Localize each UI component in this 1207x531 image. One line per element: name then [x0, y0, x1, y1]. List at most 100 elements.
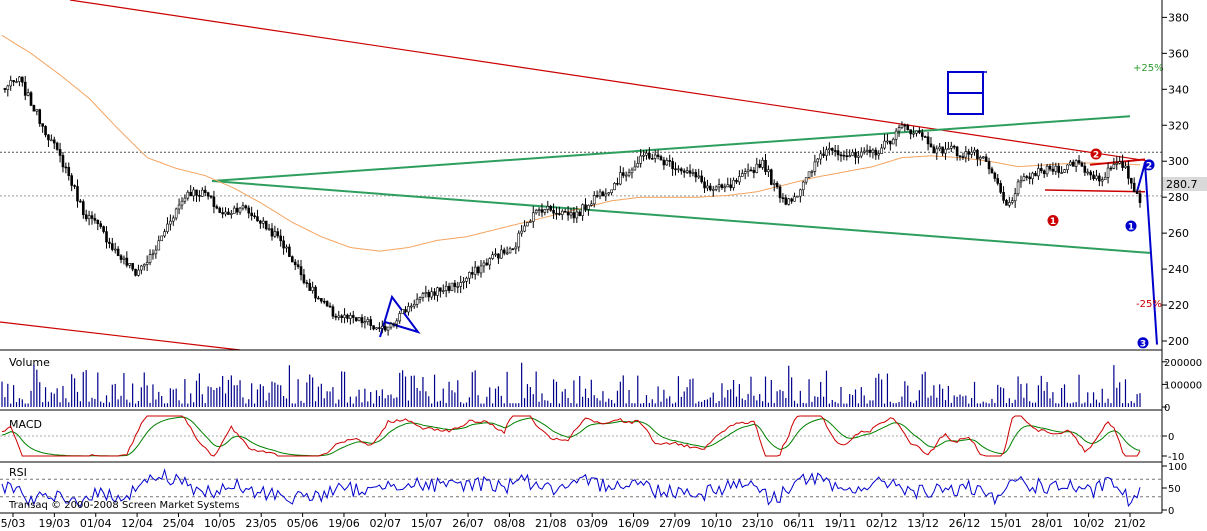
- price-candle-body: [235, 207, 239, 213]
- price-candle-body: [796, 195, 799, 198]
- price-candle-body: [537, 209, 541, 211]
- rsi-title: RSI: [9, 466, 27, 479]
- price-candle-body: [595, 195, 599, 197]
- price-candle-body: [1083, 165, 1087, 173]
- price-candle-body: [993, 172, 997, 179]
- price-candle-body: [99, 223, 103, 227]
- macd-title: MACD: [9, 418, 42, 431]
- price-candle-body: [180, 200, 184, 206]
- price-candle-body: [540, 209, 544, 213]
- price-candle-body: [500, 249, 503, 259]
- price-candle-body: [253, 215, 256, 218]
- price-candle-body: [279, 235, 282, 242]
- price-candle-body: [447, 285, 451, 291]
- price-candle-body: [990, 168, 994, 174]
- price-candle-body: [70, 175, 73, 186]
- price-candle-body: [1019, 180, 1023, 183]
- price-candle-body: [671, 161, 674, 170]
- wave-marker-dot: [1125, 220, 1137, 232]
- price-candle-body: [1039, 168, 1043, 172]
- price-candle-body: [830, 148, 834, 151]
- x-tick-label: 19/03: [39, 517, 71, 530]
- price-candle-body: [1138, 193, 1142, 203]
- price-candle-body: [47, 134, 50, 141]
- price-candle-body: [128, 263, 132, 266]
- price-candle-body: [711, 189, 715, 191]
- x-tick-label: 06/11: [783, 517, 815, 530]
- price-candle-body: [970, 151, 973, 155]
- price-candle-body: [137, 269, 140, 276]
- price-candle-body: [677, 168, 680, 171]
- price-candle-body: [720, 184, 724, 189]
- macd-tick-label: -10: [1168, 452, 1184, 463]
- price-candle-body: [627, 172, 631, 176]
- price-candle-body: [886, 140, 889, 143]
- wave-marker-label: 2: [1093, 151, 1099, 161]
- price-candle-body: [584, 204, 587, 210]
- price-candle-body: [984, 156, 988, 162]
- price-candle-body: [322, 300, 326, 303]
- price-candle-body: [61, 155, 65, 168]
- x-tick-label: 08/08: [494, 517, 526, 530]
- price-candle-body: [923, 136, 927, 138]
- price-candle-body: [508, 248, 512, 254]
- price-candle-body: [502, 249, 506, 254]
- price-candle-body: [616, 183, 619, 185]
- price-candle-body: [238, 207, 242, 213]
- price-candle-body: [343, 314, 346, 318]
- price-candle-body: [470, 272, 474, 275]
- price-candle-body: [50, 139, 53, 142]
- price-candle-body: [976, 149, 979, 160]
- price-candle-body: [534, 210, 538, 214]
- price-candle-body: [726, 184, 730, 188]
- price-candle-body: [102, 226, 105, 232]
- price-candle-body: [1034, 172, 1037, 177]
- price-candle-body: [633, 166, 637, 171]
- price-candle-body: [935, 148, 939, 154]
- price-candle-body: [1127, 165, 1130, 179]
- price-candle-body: [44, 126, 47, 136]
- price-candle-body: [903, 124, 907, 127]
- price-candle-body: [26, 92, 30, 96]
- wave-marker-label: 1: [1128, 222, 1134, 232]
- price-candle-body: [163, 231, 166, 237]
- price-candle-body: [613, 183, 616, 191]
- price-candle-body: [784, 197, 788, 205]
- price-candle-body: [952, 145, 956, 148]
- price-candle-body: [743, 171, 747, 174]
- price-candle-body: [479, 265, 483, 274]
- price-candle-body: [267, 228, 271, 230]
- price-candle-body: [439, 287, 442, 292]
- price-candle-body: [653, 154, 657, 159]
- price-candle-body: [610, 189, 613, 193]
- price-candle-body: [476, 266, 480, 274]
- last-price-label: 280.7: [1166, 178, 1198, 191]
- price-candle-body: [932, 146, 936, 154]
- price-candle-body: [363, 321, 367, 324]
- x-tick-label: 05/06: [287, 517, 319, 530]
- price-candle-body: [775, 182, 779, 188]
- price-candle-body: [1124, 165, 1127, 168]
- price-candle-body: [450, 282, 454, 291]
- x-tick-label: 10/02: [1073, 517, 1105, 530]
- price-candle-body: [171, 217, 175, 222]
- price-candle-body: [453, 282, 457, 287]
- x-tick-label: 5/03: [1, 517, 26, 530]
- price-candle-body: [941, 146, 944, 154]
- x-tick-label: 10/10: [700, 517, 732, 530]
- price-candle-body: [415, 298, 419, 305]
- price-candle-body: [958, 155, 962, 157]
- price-candle-body: [259, 220, 262, 224]
- price-candle-body: [482, 262, 486, 267]
- price-candle-body: [430, 291, 433, 298]
- price-candle-body: [369, 319, 372, 326]
- price-candle-body: [18, 76, 21, 82]
- price-candle-body: [195, 189, 198, 196]
- price-candle-body: [862, 150, 866, 153]
- price-candle-body: [433, 291, 436, 296]
- rsi-line: [1, 468, 1141, 508]
- price-candle-body: [90, 215, 94, 219]
- macd-series-line: [1, 415, 1141, 457]
- wave-marker-dot: [1137, 337, 1149, 349]
- price-candle-body: [224, 211, 227, 215]
